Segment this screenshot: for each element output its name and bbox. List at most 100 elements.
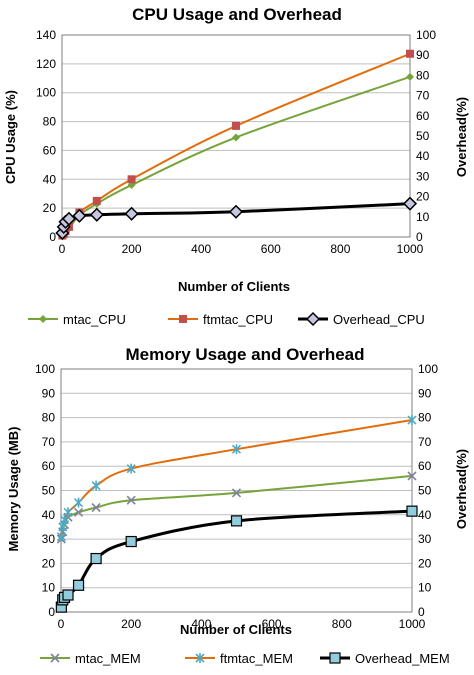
memory-y2-tick-label: 100 (418, 362, 438, 376)
cpu-legend-marker-ftmtac_CPU (179, 315, 187, 323)
memory-data-point-ftmtac_MEM (63, 507, 73, 518)
memory-y-tick-label: 40 (42, 508, 56, 522)
cpu-y2-axis-title: Overhead(%) (454, 97, 469, 177)
memory-y2-tick-label: 0 (418, 605, 425, 619)
memory-data-point-Overhead_MEM (90, 552, 102, 565)
cpu-data-point-Overhead_CPU (228, 204, 244, 219)
cpu-legend-label-Overhead_CPU: Overhead_CPU (333, 312, 425, 327)
memory-data-point-mtac_MEM (91, 502, 101, 513)
cpu-data-point-mtac_CPU (406, 72, 414, 81)
memory-data-point-Overhead_MEM (406, 505, 418, 517)
cpu-y2-tick-label: 100 (416, 28, 436, 42)
cpu-chart: CPU Usage and Overhead CPU Usage (%) Ove… (3, 5, 469, 327)
memory-data-point-Overhead_MEM (62, 589, 74, 601)
memory-y-tick-label: 80 (42, 411, 56, 425)
cpu-y-tick-label: 120 (36, 57, 56, 71)
cpu-y2-tick-label: 10 (416, 210, 430, 224)
memory-data-point-mtac_MEM (126, 495, 136, 505)
memory-y-tick-label: 50 (42, 484, 56, 498)
cpu-data-point-mtac_CPU (232, 133, 240, 142)
memory-legend-label-ftmtac_MEM: ftmtac_MEM (220, 651, 293, 666)
memory-data-point-ftmtac_MEM (231, 444, 242, 455)
memory-y2-tick-label: 90 (418, 386, 432, 400)
cpu-x-tick-label: 800 (330, 242, 350, 256)
cpu-legend-label-ftmtac_CPU: ftmtac_CPU (203, 312, 273, 327)
cpu-plot-area: 0 20 40 60 80 100 120 140 0 10 20 30 40 50 60 70 80 90 100… (36, 28, 436, 256)
memory-data-point-ftmtac_MEM (91, 480, 101, 491)
memory-chart: Memory Usage and Overhead Memory Usage (… (6, 345, 469, 666)
cpu-x-tick-label: 600 (261, 242, 281, 256)
memory-y-tick-label: 20 (42, 556, 56, 570)
memory-y2-tick-label: 50 (418, 484, 432, 498)
memory-x-axis-title: Number of Clients (180, 622, 292, 637)
cpu-legend-marker-Overhead_CPU (305, 311, 321, 327)
cpu-y-tick-label: 60 (43, 143, 57, 157)
memory-x-tick-label: 800 (332, 617, 352, 631)
cpu-y-tick-label: 20 (43, 201, 57, 215)
memory-data-point-Overhead_MEM (72, 579, 85, 591)
memory-data-point-mtac_MEM (73, 507, 84, 517)
memory-chart-title: Memory Usage and Overhead (125, 345, 364, 364)
memory-data-point-ftmtac_MEM (56, 531, 66, 542)
memory-y-tick-label: 30 (42, 532, 56, 546)
memory-y-axis-title: Memory Usage (MB) (6, 427, 21, 552)
memory-data-point-mtac_MEM (231, 488, 242, 498)
cpu-y2-tick-label: 30 (416, 169, 430, 183)
cpu-x-tick-label: 400 (191, 242, 211, 256)
memory-y-tick-label: 100 (35, 362, 55, 376)
cpu-x-tick-label: 1000 (397, 242, 424, 256)
cpu-y2-tick-label: 0 (416, 230, 423, 244)
memory-legend-label-mtac_MEM: mtac_MEM (75, 651, 141, 666)
memory-data-point-ftmtac_MEM (73, 497, 84, 508)
memory-legend-label-Overhead_MEM: Overhead_MEM (355, 651, 450, 666)
memory-y2-tick-label: 20 (418, 556, 432, 570)
memory-data-point-ftmtac_MEM (126, 463, 136, 474)
memory-y-tick-label: 0 (48, 605, 55, 619)
cpu-y2-tick-label: 80 (416, 68, 430, 82)
memory-y2-tick-label: 70 (418, 435, 432, 449)
memory-y-tick-label: 70 (42, 435, 56, 449)
memory-legend-marker-Overhead_MEM (329, 652, 341, 664)
cpu-plot-frame (61, 34, 411, 238)
memory-data-point-Overhead_MEM (230, 515, 243, 527)
cpu-y2-tick-label: 70 (416, 89, 430, 103)
cpu-legend-label-mtac_CPU: mtac_CPU (63, 312, 126, 327)
memory-y-tick-label: 10 (42, 581, 56, 595)
memory-series-line-mtac_MEM (60, 474, 413, 540)
cpu-data-point-ftmtac_CPU (127, 175, 136, 184)
cpu-data-point-Overhead_CPU (72, 208, 87, 223)
cpu-data-point-Overhead_CPU (402, 196, 418, 211)
cpu-legend-marker-mtac_CPU (39, 315, 47, 323)
cpu-y2-tick-label: 20 (416, 190, 430, 204)
cpu-legend: mtac_CPU ftmtac_CPU Overhead_CPU (28, 311, 425, 327)
memory-y2-tick-label: 60 (418, 459, 432, 473)
memory-data-point-Overhead_MEM (125, 535, 137, 548)
memory-data-point-ftmtac_MEM (407, 415, 417, 426)
cpu-y2-tick-label: 40 (416, 149, 430, 163)
memory-legend-marker-mtac_MEM (50, 653, 60, 663)
memory-y2-tick-label: 30 (418, 532, 432, 546)
cpu-data-point-Overhead_CPU (61, 211, 77, 226)
cpu-y-tick-label: 40 (43, 172, 57, 186)
cpu-x-tick-label: 0 (59, 242, 66, 256)
memory-data-point-ftmtac_MEM (58, 521, 68, 532)
memory-y-tick-label: 60 (42, 459, 56, 473)
cpu-data-point-ftmtac_CPU (232, 121, 240, 130)
cpu-y2-tick-label: 50 (416, 129, 430, 143)
memory-y2-tick-label: 80 (418, 411, 432, 425)
memory-data-point-mtac_MEM (407, 471, 417, 481)
cpu-data-point-ftmtac_CPU (92, 196, 101, 205)
cpu-y-tick-label: 100 (36, 86, 56, 100)
cpu-x-axis-title: Number of Clients (178, 279, 290, 294)
memory-y2-axis-title: Overhead(%) (454, 449, 469, 529)
cpu-chart-title: CPU Usage and Overhead (132, 5, 342, 24)
memory-x-tick-label: 400 (191, 617, 211, 631)
cpu-y-tick-label: 140 (36, 28, 56, 42)
memory-x-tick-label: 0 (58, 617, 65, 631)
memory-x-tick-label: 600 (262, 617, 282, 631)
memory-y2-tick-label: 10 (418, 581, 432, 595)
cpu-y-axis-title: CPU Usage (%) (3, 90, 18, 184)
cpu-y2-tick-label: 60 (416, 109, 430, 123)
cpu-y-tick-label: 0 (49, 230, 56, 244)
memory-y-tick-label: 90 (42, 386, 56, 400)
